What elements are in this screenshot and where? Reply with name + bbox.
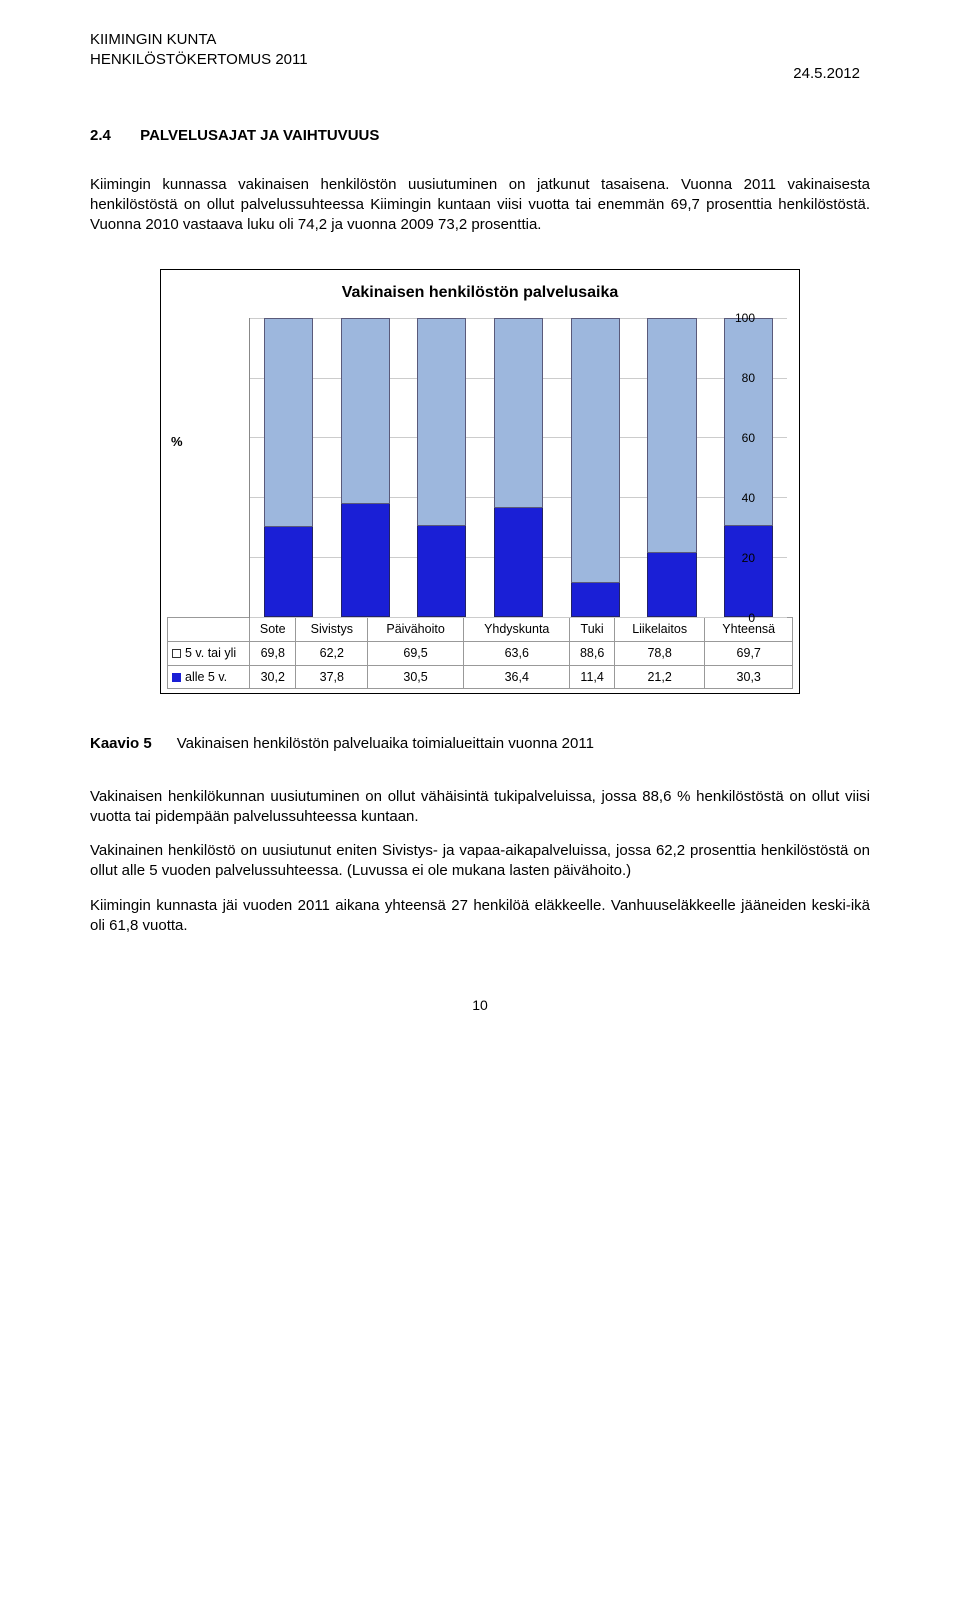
chart-title: Vakinaisen henkilöstön palvelusaika [167, 282, 793, 304]
chart-plot [249, 318, 787, 618]
table-cell: 69,5 [368, 641, 464, 665]
bar-segment-bottom [724, 526, 773, 617]
table-column-header: Yhdyskunta [464, 617, 570, 641]
y-tick-label: 40 [742, 490, 755, 506]
bar-segment-bottom [341, 504, 390, 617]
table-column-header: Sote [250, 617, 296, 641]
bar-slot [480, 318, 557, 617]
table-row: alle 5 v. 30,237,830,536,411,421,230,3 [168, 665, 793, 689]
caption-label: Kaavio 5 [90, 735, 152, 752]
bar-slot [250, 318, 327, 617]
bar-slot [327, 318, 404, 617]
table-cell: 63,6 [464, 641, 570, 665]
bar [724, 318, 773, 617]
table-cell: 30,2 [250, 665, 296, 689]
bar-slot [403, 318, 480, 617]
paragraph-2: Vakinaisen henkilökunnan uusiutuminen on… [90, 787, 870, 828]
y-tick-label: 20 [742, 550, 755, 566]
header-date: 24.5.2012 [793, 30, 870, 84]
y-axis-label: % [171, 433, 183, 451]
bar-segment-bottom [494, 508, 543, 617]
chart-body: % 020406080100 [221, 318, 787, 618]
paragraph-3: Vakinainen henkilöstö on uusiutunut enit… [90, 841, 870, 882]
y-tick-label: 80 [742, 370, 755, 386]
table-cell: 11,4 [570, 665, 614, 689]
table-row-header: alle 5 v. [168, 665, 250, 689]
bar-segment-top [647, 318, 696, 554]
bar-segment-top [264, 318, 313, 527]
section-heading: 2.4 PALVELUSAJAT JA VAIHTUVUUS [90, 126, 870, 146]
legend-square-filled-icon [172, 673, 181, 682]
bar-segment-top [494, 318, 543, 508]
legend-label: 5 v. tai yli [185, 646, 236, 660]
section-title: PALVELUSAJAT JA VAIHTUVUUS [140, 127, 379, 144]
header-org: KIIMINGIN KUNTA [90, 30, 308, 50]
table-cell: 21,2 [614, 665, 705, 689]
paragraph-1: Kiimingin kunnassa vakinaisen henkilöstö… [90, 175, 870, 236]
table-row: 5 v. tai yli 69,862,269,563,688,678,869,7 [168, 641, 793, 665]
bar-segment-top [341, 318, 390, 504]
page-number: 10 [90, 996, 870, 1015]
table-cell: 62,2 [296, 641, 368, 665]
bar-segment-bottom [571, 583, 620, 617]
table-cell: 88,6 [570, 641, 614, 665]
table-column-header: Tuki [570, 617, 614, 641]
table-corner [168, 617, 250, 641]
chart-data-table: SoteSivistysPäivähoitoYhdyskuntaTukiLiik… [167, 617, 793, 690]
table-cell: 30,5 [368, 665, 464, 689]
caption-text: Vakinaisen henkilöstön palveluaika toimi… [177, 735, 594, 752]
table-column-header: Päivähoito [368, 617, 464, 641]
bar-segment-bottom [647, 553, 696, 616]
bar-segment-top [571, 318, 620, 583]
bar [571, 318, 620, 617]
section-number: 2.4 [90, 126, 136, 146]
legend-square-outline-icon [172, 649, 181, 658]
table-row-header: 5 v. tai yli [168, 641, 250, 665]
y-tick-label: 60 [742, 430, 755, 446]
chart-caption: Kaavio 5 Vakinaisen henkilöstön palvelua… [90, 734, 870, 754]
bar [417, 318, 466, 617]
bar [647, 318, 696, 617]
bar-segment-top [417, 318, 466, 526]
bar-slot [634, 318, 711, 617]
bar [264, 318, 313, 617]
table-cell: 69,7 [705, 641, 793, 665]
paragraph-4: Kiimingin kunnasta jäi vuoden 2011 aikan… [90, 896, 870, 937]
table-cell: 69,8 [250, 641, 296, 665]
bar [341, 318, 390, 617]
gridline [250, 617, 787, 618]
bar-segment-bottom [264, 527, 313, 617]
y-tick-label: 100 [735, 310, 755, 326]
chart-container: Vakinaisen henkilöstön palvelusaika % 0 2… [160, 269, 800, 694]
bar-slot [557, 318, 634, 617]
table-cell: 36,4 [464, 665, 570, 689]
bar [494, 318, 543, 617]
header-left: KIIMINGIN KUNTA HENKILÖSTÖKERTOMUS 2011 [90, 30, 308, 84]
table-column-header: Sivistys [296, 617, 368, 641]
y-tick-label: 0 [748, 610, 755, 626]
table-cell: 30,3 [705, 665, 793, 689]
table-cell: 78,8 [614, 641, 705, 665]
chart-bars [250, 318, 787, 617]
legend-label: alle 5 v. [185, 670, 227, 684]
table-column-header: Liikelaitos [614, 617, 705, 641]
bar-slot [710, 318, 787, 617]
table-cell: 37,8 [296, 665, 368, 689]
header-doc: HENKILÖSTÖKERTOMUS 2011 [90, 50, 308, 70]
bar-segment-bottom [417, 526, 466, 617]
page-header: KIIMINGIN KUNTA HENKILÖSTÖKERTOMUS 2011 … [90, 30, 870, 84]
